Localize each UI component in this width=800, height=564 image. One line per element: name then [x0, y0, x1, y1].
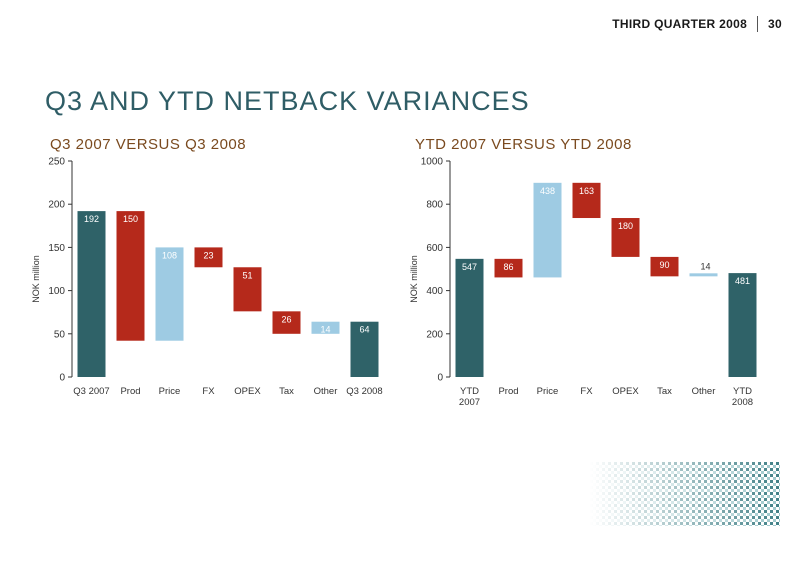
x-category-label: Price — [159, 386, 181, 397]
y-tick-label: 50 — [54, 329, 66, 340]
y-axis-label: NOK million — [409, 255, 419, 303]
x-category-label: Q3 2007 — [73, 386, 109, 397]
bar-value-label: 26 — [281, 314, 291, 324]
header-bar: THIRD QUARTER 2008 30 — [612, 16, 782, 32]
y-tick-label: 150 — [48, 243, 65, 254]
bar-value-label: 86 — [503, 262, 513, 272]
y-tick-label: 100 — [48, 286, 65, 297]
x-category-label: Price — [537, 386, 559, 397]
bar-decrease — [272, 311, 301, 334]
bar-total — [77, 211, 106, 377]
x-category-label: FX — [202, 386, 215, 397]
y-tick-label: 600 — [426, 243, 443, 254]
bar-value-label: 64 — [359, 325, 369, 335]
bar-decrease — [611, 218, 640, 257]
x-category-label: Other — [692, 386, 716, 397]
bar-increase — [689, 273, 718, 277]
bar-value-label: 108 — [162, 250, 177, 260]
x-category-label: FX — [580, 386, 593, 397]
x-category-label: YTD — [460, 386, 479, 397]
bar-value-label: 14 — [700, 261, 710, 271]
bar-decrease — [116, 211, 145, 341]
x-category-label: Other — [314, 386, 338, 397]
bar-value-label: 150 — [123, 214, 138, 224]
bar-decrease — [233, 267, 262, 312]
x-category-label: OPEX — [234, 386, 261, 397]
y-axis-label: NOK million — [31, 255, 41, 303]
chart-title-q3: Q3 2007 VERSUS Q3 2008 — [50, 136, 247, 153]
x-category-label: Tax — [279, 386, 294, 397]
bar-decrease — [650, 256, 679, 277]
y-tick-label: 1000 — [421, 157, 444, 168]
x-category-label: YTD — [733, 386, 752, 397]
page-number: 30 — [768, 17, 782, 31]
x-category-label: Prod — [120, 386, 140, 397]
bar-increase — [155, 247, 184, 341]
bar-total — [728, 273, 757, 377]
y-tick-label: 400 — [426, 286, 443, 297]
bar-value-label: 547 — [462, 262, 477, 272]
slide-title: Q3 AND YTD NETBACK VARIANCES — [45, 86, 530, 116]
y-tick-label: 200 — [426, 329, 443, 340]
bar-total — [350, 321, 379, 377]
y-tick-label: 250 — [48, 157, 65, 168]
y-tick-label: 800 — [426, 200, 443, 211]
report-period: THIRD QUARTER 2008 — [612, 17, 748, 31]
bar-value-label: 163 — [579, 186, 594, 196]
x-category-label: Q3 2008 — [346, 386, 382, 397]
bar-value-label: 180 — [618, 221, 633, 231]
bar-value-label: 14 — [320, 325, 330, 335]
waterfall-chart-ytd: 0 200 400 600 800 1000 NOK million 547 86 438 163 1… — [409, 157, 757, 408]
bar-decrease — [494, 258, 523, 278]
y-tick-label: 0 — [59, 373, 65, 384]
decorative-pattern — [590, 462, 780, 526]
bar-value-label: 192 — [84, 214, 99, 224]
y-tick-label: 200 — [48, 200, 65, 211]
bar-value-label: 23 — [203, 250, 213, 260]
bar-value-label: 90 — [659, 260, 669, 270]
bar-value-label: 51 — [242, 270, 252, 280]
x-category-label: OPEX — [612, 386, 639, 397]
x-category-label: 2007 — [459, 397, 480, 408]
bar-decrease — [572, 182, 601, 219]
bar-value-label: 481 — [735, 276, 750, 286]
bar-increase — [311, 321, 340, 334]
bar-increase — [533, 182, 562, 278]
y-tick-label: 0 — [437, 373, 443, 384]
bar-total — [455, 258, 484, 377]
waterfall-chart-q3: 0 50 100 150 200 250 NOK million 192 150 108 23 51 2… — [31, 157, 383, 398]
x-category-label: Prod — [498, 386, 518, 397]
header-divider — [757, 16, 759, 32]
x-category-label: Tax — [657, 386, 672, 397]
bar-value-label: 438 — [540, 186, 555, 196]
x-category-label: 2008 — [732, 397, 753, 408]
bar-decrease — [194, 247, 223, 268]
chart-title-ytd: YTD 2007 VERSUS YTD 2008 — [415, 136, 632, 153]
